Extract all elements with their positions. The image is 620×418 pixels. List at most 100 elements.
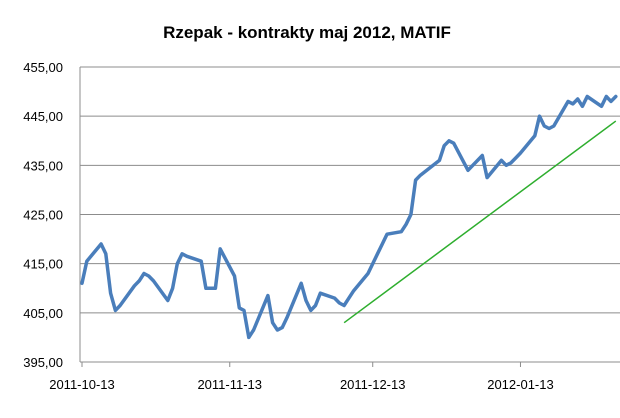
data-point xyxy=(605,95,608,98)
data-point xyxy=(538,115,541,118)
data-point xyxy=(486,176,489,179)
data-point xyxy=(414,179,417,181)
data-point xyxy=(166,299,169,302)
data-point xyxy=(576,98,579,100)
data-point xyxy=(271,321,274,324)
data-point xyxy=(400,230,403,233)
data-point xyxy=(614,95,617,98)
data-point xyxy=(138,279,141,282)
y-tick-label: 415,00 xyxy=(23,257,63,272)
data-point xyxy=(452,142,455,145)
data-point xyxy=(200,260,203,263)
data-point xyxy=(286,316,288,319)
axes xyxy=(79,67,620,367)
y-axis-tick-labels: 395,00 405,00 415,00 425,00 435,00 445,00 455,… xyxy=(23,60,63,370)
y-tick-label: 435,00 xyxy=(23,158,63,173)
data-point xyxy=(448,139,450,142)
data-point xyxy=(409,213,412,216)
y-tick-label: 455,00 xyxy=(23,60,63,75)
y-tick-label: 425,00 xyxy=(23,208,63,223)
x-axis-tick-labels: 2011-10-13 2011-11-13 2011-12-13 2012-01-13 xyxy=(49,377,553,392)
data-point xyxy=(333,297,336,299)
trendline xyxy=(343,120,617,324)
data-point xyxy=(252,329,255,331)
data-point xyxy=(171,287,174,290)
data-point xyxy=(510,161,512,164)
data-point xyxy=(519,152,522,154)
data-point xyxy=(219,248,222,250)
x-tick-label: 2011-12-13 xyxy=(340,377,406,392)
data-point xyxy=(467,169,469,172)
data-point xyxy=(438,159,441,162)
data-point xyxy=(514,157,517,159)
gridlines xyxy=(80,66,620,363)
data-point xyxy=(309,309,312,312)
data-point xyxy=(571,102,574,105)
data-point xyxy=(567,100,570,103)
data-point xyxy=(376,252,379,255)
series-layer xyxy=(80,94,618,340)
data-point xyxy=(543,125,546,127)
x-tick-label: 2011-10-13 xyxy=(49,377,115,392)
data-point xyxy=(119,304,122,307)
data-point xyxy=(205,287,207,290)
data-point xyxy=(85,260,88,263)
data-point xyxy=(476,159,479,162)
data-point xyxy=(266,294,269,297)
data-point xyxy=(405,223,407,226)
data-point xyxy=(181,252,183,255)
data-point xyxy=(343,304,346,307)
chart-title: Rzepak - kontrakty maj 2012, MATIF xyxy=(163,23,451,42)
data-point xyxy=(314,304,317,307)
data-point xyxy=(143,272,145,275)
data-point xyxy=(243,309,245,312)
data-point xyxy=(581,105,584,108)
data-point xyxy=(548,127,550,130)
data-point xyxy=(381,243,384,245)
data-point xyxy=(347,297,350,299)
data-point xyxy=(386,233,388,236)
data-point xyxy=(600,105,603,108)
data-point xyxy=(81,282,83,285)
data-point xyxy=(233,275,236,277)
data-point xyxy=(505,164,508,167)
data-point xyxy=(176,262,179,265)
data-point xyxy=(209,287,212,290)
x-tick-label: 2012-01-13 xyxy=(487,377,554,392)
data-point xyxy=(114,309,117,312)
data-point xyxy=(214,287,217,290)
data-point xyxy=(104,252,107,255)
data-point xyxy=(552,125,555,127)
price-series-line xyxy=(80,94,618,340)
data-point xyxy=(471,164,474,167)
data-point xyxy=(338,302,341,304)
data-point xyxy=(371,262,374,265)
y-tick-label: 405,00 xyxy=(23,306,63,321)
y-tick-label: 445,00 xyxy=(23,109,63,124)
data-point xyxy=(319,292,322,295)
data-point xyxy=(610,100,612,103)
data-point xyxy=(247,336,250,339)
data-point xyxy=(238,307,241,309)
trendline-layer xyxy=(343,120,617,324)
data-point xyxy=(367,272,369,275)
data-point xyxy=(305,299,307,302)
data-point xyxy=(147,275,150,277)
data-point xyxy=(352,289,355,292)
data-point xyxy=(109,292,112,295)
data-point xyxy=(300,282,303,285)
data-point xyxy=(443,144,446,147)
data-point xyxy=(586,95,589,98)
data-point xyxy=(100,243,102,245)
data-point xyxy=(152,279,155,282)
data-point xyxy=(281,326,284,329)
data-point xyxy=(185,255,188,258)
data-point xyxy=(533,134,536,137)
data-point xyxy=(500,159,503,162)
data-point xyxy=(133,284,136,287)
data-point xyxy=(481,154,484,157)
x-tick-label: 2011-11-13 xyxy=(197,377,262,392)
data-point xyxy=(276,329,279,331)
